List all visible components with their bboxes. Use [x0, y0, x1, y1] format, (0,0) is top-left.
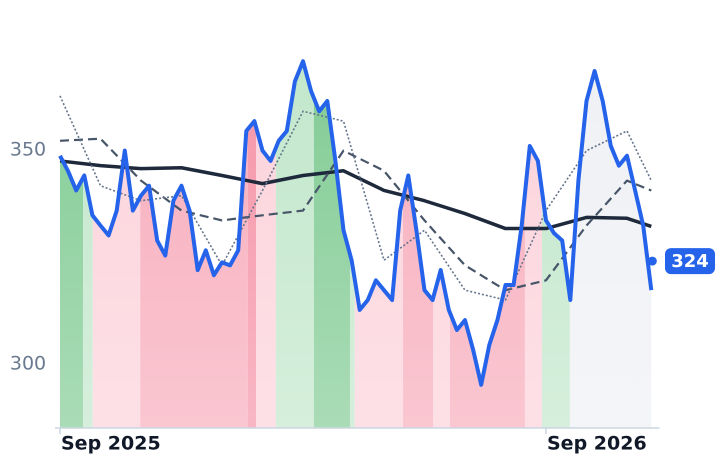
- x-tick-label: Sep 2026: [547, 433, 647, 455]
- band-fade: [60, 61, 652, 428]
- x-tick-label: Sep 2025: [61, 433, 161, 455]
- y-tick-label: 350: [10, 138, 46, 160]
- moving-average: [59, 137, 652, 292]
- price-line: [58, 59, 654, 387]
- last-value-badge: [665, 248, 715, 275]
- bands: [60, 61, 652, 428]
- y-tick-label: 300: [10, 352, 46, 374]
- moving-average: [59, 159, 652, 231]
- last-value-label: 324: [671, 251, 709, 272]
- plot: 300 350 Sep 2025 Sep 2026 324: [10, 59, 715, 455]
- last-value-dot: [647, 256, 657, 266]
